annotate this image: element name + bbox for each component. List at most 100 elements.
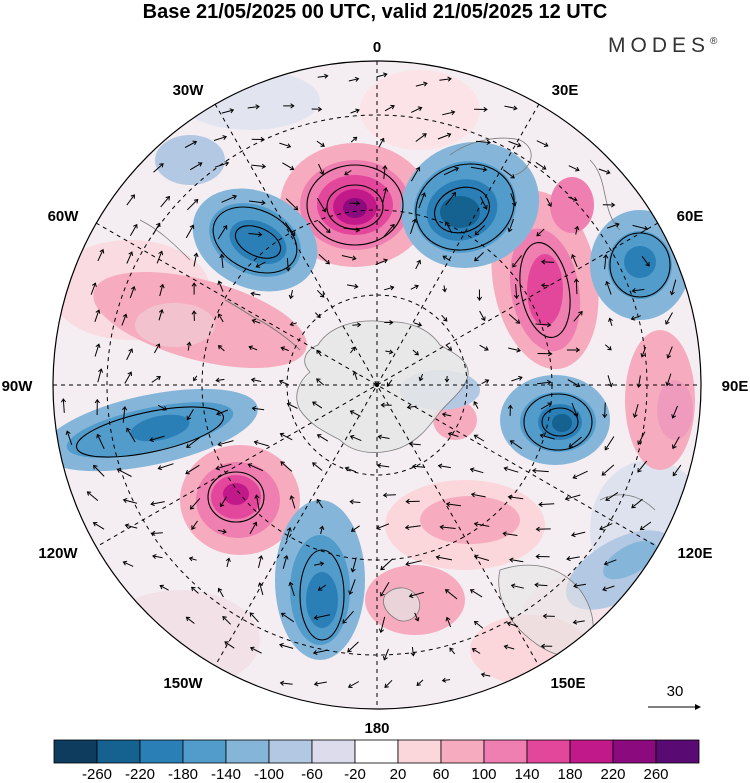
wind-vector <box>352 324 361 326</box>
wind-vector-head <box>278 379 284 385</box>
wind-vector <box>251 164 266 168</box>
wind-vector <box>93 522 105 530</box>
wind-vector-head <box>344 171 349 176</box>
wind-vector <box>221 195 237 203</box>
wind-vector-head <box>159 283 165 289</box>
wind-vector <box>218 281 224 292</box>
wind-vector <box>442 111 455 116</box>
colorbar-tick-label: -60 <box>301 766 323 783</box>
colorbar-tick-label: -20 <box>344 766 366 783</box>
wind-vector <box>249 522 257 535</box>
wind-vector-head <box>441 412 447 418</box>
lon-label-60e: 60E <box>677 208 704 225</box>
wind-vector-head <box>605 280 610 286</box>
wind-vector-head <box>447 431 453 437</box>
wind-vector-head <box>279 432 285 438</box>
wind-vector-head <box>321 207 327 213</box>
colorbar-tick-label: -100 <box>254 766 284 783</box>
colorbar-swatch <box>268 739 313 764</box>
wind-vector-head <box>60 398 67 403</box>
wind-vector-head <box>189 224 195 230</box>
wind-vector-head <box>349 434 355 440</box>
wind-vector-head <box>631 503 636 509</box>
colorbar-swatch <box>354 739 399 764</box>
wind-vector <box>316 378 325 386</box>
wind-vector <box>474 555 490 561</box>
wind-vector <box>187 342 190 351</box>
wind-vector-head <box>605 169 611 175</box>
wind-vector <box>383 165 386 179</box>
wind-vector-head <box>317 586 323 591</box>
wind-vector <box>350 435 362 442</box>
wind-vector <box>632 224 648 230</box>
wind-vector-head <box>285 267 291 272</box>
wind-vector <box>286 527 291 541</box>
wind-vector-head <box>280 612 286 618</box>
wind-vector <box>474 225 486 236</box>
wind-vector <box>536 140 549 147</box>
wind-vector-head <box>162 406 168 411</box>
wind-vector-head <box>416 259 421 265</box>
wind-vector-head <box>538 501 543 508</box>
wind-vector-head <box>639 525 645 531</box>
wind-vector-head <box>390 104 395 110</box>
wind-vector-head <box>671 414 677 419</box>
wind-vector <box>151 501 165 505</box>
wind-vector-head <box>380 565 385 571</box>
wind-vector-head <box>319 170 325 176</box>
wind-vector <box>317 75 328 78</box>
wind-vector <box>442 255 451 262</box>
colorbar-tick-label: -140 <box>211 766 241 783</box>
wind-vector-head <box>441 677 447 683</box>
wind-vector <box>474 252 484 262</box>
wind-vector-head <box>543 142 549 147</box>
wind-vector <box>385 350 393 353</box>
wind-vector-head <box>573 412 579 418</box>
wind-vector-head <box>65 430 71 436</box>
wind-vector <box>449 647 456 655</box>
wind-vector <box>475 140 491 144</box>
wind-vector-head <box>414 284 419 290</box>
wind-vector <box>282 555 288 569</box>
wind-vector-head <box>421 192 426 198</box>
wind-vector <box>290 289 293 299</box>
wind-vector <box>158 309 163 321</box>
wind-vector-head <box>573 278 579 283</box>
wind-vector-head <box>442 288 447 293</box>
wind-vector <box>348 78 359 82</box>
wind-vector <box>565 494 581 500</box>
wind-vector <box>287 403 298 409</box>
wind-vector <box>607 375 612 387</box>
colorbar-swatch <box>655 739 700 764</box>
wind-vector-head <box>473 620 479 626</box>
wind-vector-head <box>418 376 424 382</box>
wind-vector-head <box>128 348 133 353</box>
wind-vector-head <box>484 379 490 384</box>
wind-vector-head <box>355 108 360 114</box>
wind-vector-head <box>319 561 325 567</box>
wind-vector <box>439 78 452 81</box>
wind-vector-head <box>506 621 512 627</box>
wind-vector <box>129 224 138 236</box>
wind-vector <box>248 233 262 236</box>
wind-vector-head <box>630 315 636 321</box>
wind-vector <box>312 462 323 471</box>
wind-vector <box>350 501 361 503</box>
wind-vector <box>508 347 521 352</box>
wind-vector-head <box>192 140 198 146</box>
wind-vector-head <box>255 104 260 110</box>
wind-vector-head <box>253 440 259 446</box>
wind-vector-head <box>191 586 196 592</box>
wind-vector-head <box>444 378 450 383</box>
wind-vector <box>510 440 523 450</box>
wind-vector <box>575 226 578 235</box>
wind-vector <box>541 284 550 287</box>
wind-vector <box>445 192 456 206</box>
wind-vector-head <box>444 589 450 594</box>
wind-vector <box>218 345 225 352</box>
wind-vector <box>410 285 419 290</box>
wind-vector <box>384 286 394 291</box>
wind-vector <box>123 499 138 504</box>
wind-vector <box>62 398 65 413</box>
wind-vector-head <box>516 347 521 353</box>
